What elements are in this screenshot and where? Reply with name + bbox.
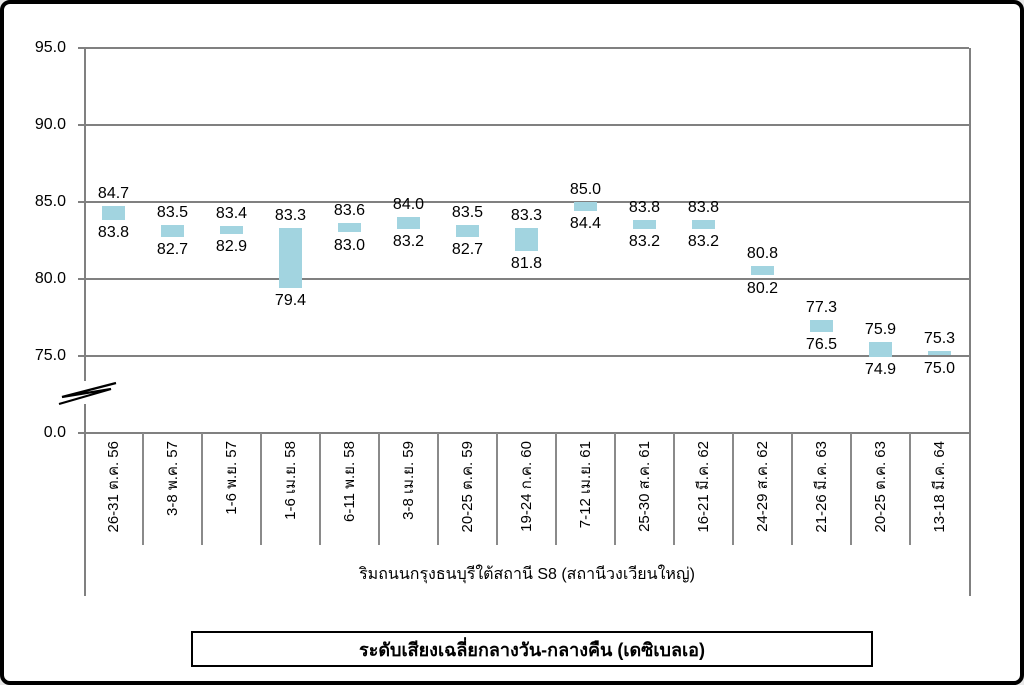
x-category-label: 6-11 พ.ย. 58 <box>340 441 358 522</box>
bar-max-label: 83.3 <box>510 206 543 224</box>
bar-max-label: 80.8 <box>746 245 779 263</box>
x-category-label: 26-31 ต.ค. 56 <box>104 441 122 533</box>
bar-min-label: 75.0 <box>923 359 956 377</box>
range-bar <box>515 227 538 251</box>
bar-max-label: 83.5 <box>451 203 484 221</box>
x-category-label: 13-18 มี.ค. 64 <box>930 441 948 533</box>
x-category-label: 21-26 มี.ค. 63 <box>812 441 830 533</box>
bar-max-label: 83.4 <box>215 205 248 223</box>
bar-max-label: 77.3 <box>805 299 838 317</box>
category-separator <box>201 433 203 545</box>
bar-max-label: 85.0 <box>569 180 602 198</box>
range-bar <box>692 220 715 230</box>
y-axis-line <box>84 404 86 596</box>
category-separator <box>909 433 911 545</box>
y-axis-tick-label: 0.0 <box>43 424 66 441</box>
range-bar <box>220 226 243 234</box>
y-axis-line <box>84 48 86 381</box>
bar-min-label: 79.4 <box>274 291 307 309</box>
category-separator <box>850 433 852 545</box>
x-category-label: 1-6 เม.ย. 58 <box>281 441 299 520</box>
category-separator <box>555 433 557 545</box>
range-bar <box>810 320 833 333</box>
range-bar <box>338 223 361 233</box>
gridline <box>78 47 969 49</box>
range-bar <box>574 201 597 211</box>
range-bar <box>869 341 892 358</box>
range-bar <box>279 227 302 288</box>
axis-break-icon <box>58 381 117 406</box>
x-category-label: 3-8 พ.ค. 57 <box>163 441 181 516</box>
x-category-label: 19-24 ก.ค. 60 <box>517 441 535 532</box>
gridline <box>78 123 969 126</box>
y-axis-tick-label: 75.0 <box>34 346 66 364</box>
range-bar <box>633 220 656 230</box>
category-separator <box>260 433 262 545</box>
category-separator <box>791 433 793 545</box>
range-bar <box>751 266 774 276</box>
bar-min-label: 82.7 <box>156 241 189 259</box>
bar-min-label: 83.2 <box>687 233 720 251</box>
bar-max-label: 84.7 <box>97 185 130 203</box>
bar-max-label: 83.8 <box>687 199 720 217</box>
gridline <box>78 432 969 434</box>
bar-min-label: 82.9 <box>215 238 248 255</box>
range-bar <box>456 224 479 238</box>
gridline <box>78 200 969 203</box>
bar-min-label: 83.8 <box>97 224 130 242</box>
range-bar <box>102 206 125 221</box>
bar-min-label: 80.2 <box>746 279 779 297</box>
x-category-label: 24-29 ส.ค. 62 <box>753 441 771 532</box>
range-bar <box>928 350 951 356</box>
y-axis-tick-label: 95.0 <box>34 39 66 56</box>
bar-max-label: 83.6 <box>333 202 366 220</box>
category-separator <box>319 433 321 545</box>
x-category-label: 3-8 เม.ย. 59 <box>399 441 417 520</box>
y-axis-tick-label: 90.0 <box>34 115 66 133</box>
bar-max-label: 83.3 <box>274 206 307 224</box>
bar-min-label: 82.7 <box>451 241 484 259</box>
category-separator <box>732 433 734 545</box>
y-axis-tick-label: 80.0 <box>34 269 66 287</box>
x-category-label: 16-21 มี.ค. 62 <box>694 441 712 533</box>
x-category-label: 7-12 เม.ย. 61 <box>576 441 594 529</box>
gridline <box>78 277 969 280</box>
x-axis-title: ริมถนนกรุงธนบุรีใต้สถานี S8 (สถานีวงเวีย… <box>359 566 695 583</box>
category-separator <box>673 433 675 545</box>
bar-min-label: 74.9 <box>864 361 897 378</box>
bar-min-label: 81.8 <box>510 255 543 272</box>
bar-max-label: 84.0 <box>392 196 425 214</box>
bar-min-label: 84.4 <box>569 215 602 232</box>
x-category-label: 25-30 ส.ค. 61 <box>635 441 653 532</box>
x-category-label: 20-25 ต.ค. 59 <box>458 441 476 533</box>
plot-area: 95.0 90.0 85.0 80.0 75.0 0.0 84.7 83.8 26-31 ต.ค… <box>4 4 1020 681</box>
bar-max-label: 83.5 <box>156 203 189 221</box>
gridline <box>78 354 969 357</box>
x-category-label: 1-6 พ.ย. 57 <box>222 441 240 515</box>
plot-right-border <box>969 48 971 596</box>
bar-min-label: 83.2 <box>628 233 661 251</box>
y-axis-tick-label: 85.0 <box>34 192 66 210</box>
category-separator <box>614 433 616 545</box>
bar-max-label: 75.3 <box>923 329 956 347</box>
range-bar <box>161 224 184 238</box>
category-separator <box>496 433 498 545</box>
bar-min-label: 76.5 <box>805 336 838 354</box>
range-bar <box>397 217 420 230</box>
category-separator <box>142 433 144 545</box>
bar-max-label: 75.9 <box>864 320 897 338</box>
category-separator <box>378 433 380 545</box>
chart-title: ระดับเสียงเฉลี่ยกลางวัน-กลางคืน (เดซิเบล… <box>359 639 705 660</box>
x-category-label: 20-25 ต.ค. 63 <box>871 441 889 533</box>
category-separator <box>437 433 439 545</box>
bar-max-label: 83.8 <box>628 199 661 217</box>
chart-title-box: ระดับเสียงเฉลี่ยกลางวัน-กลางคืน (เดซิเบล… <box>191 631 873 667</box>
bar-min-label: 83.2 <box>392 233 425 251</box>
bar-min-label: 83.0 <box>333 236 366 254</box>
